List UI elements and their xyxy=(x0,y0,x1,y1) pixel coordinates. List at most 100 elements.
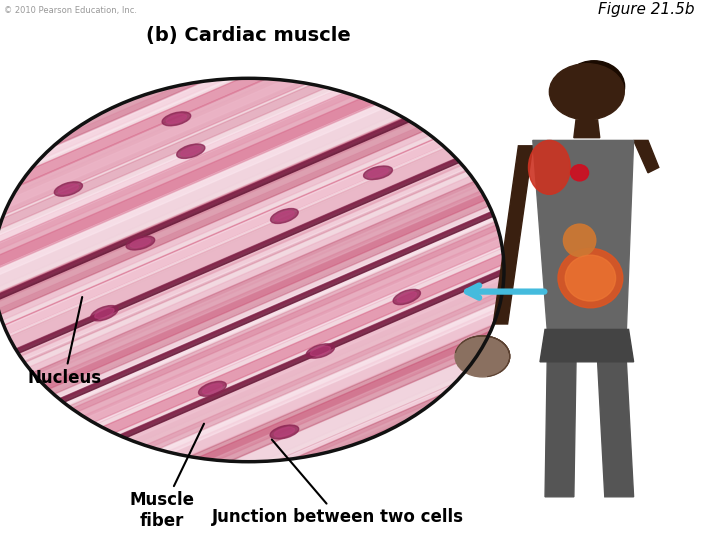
Polygon shape xyxy=(0,88,558,384)
Polygon shape xyxy=(9,247,686,540)
Polygon shape xyxy=(0,160,613,456)
Polygon shape xyxy=(0,0,444,237)
Ellipse shape xyxy=(397,292,416,302)
Polygon shape xyxy=(17,256,685,540)
Polygon shape xyxy=(0,113,576,408)
Ellipse shape xyxy=(364,166,392,180)
Polygon shape xyxy=(0,208,649,503)
Polygon shape xyxy=(21,262,694,540)
Polygon shape xyxy=(0,136,595,433)
Polygon shape xyxy=(1,236,673,534)
Polygon shape xyxy=(0,208,652,508)
Text: Muscle
fiber: Muscle fiber xyxy=(130,424,204,530)
Polygon shape xyxy=(0,233,667,526)
Polygon shape xyxy=(0,8,495,302)
Text: Nucleus: Nucleus xyxy=(27,297,102,387)
Polygon shape xyxy=(0,19,503,313)
Ellipse shape xyxy=(166,114,186,124)
Text: Junction between two cells: Junction between two cells xyxy=(212,440,464,526)
Circle shape xyxy=(455,336,510,377)
Ellipse shape xyxy=(199,381,226,396)
Ellipse shape xyxy=(274,211,294,221)
Polygon shape xyxy=(0,182,631,480)
Circle shape xyxy=(0,78,504,462)
Ellipse shape xyxy=(528,140,570,194)
Polygon shape xyxy=(0,170,620,464)
Ellipse shape xyxy=(393,289,420,305)
Ellipse shape xyxy=(181,146,201,156)
Polygon shape xyxy=(0,24,517,331)
Polygon shape xyxy=(0,110,570,399)
Polygon shape xyxy=(0,43,521,336)
Ellipse shape xyxy=(162,112,191,126)
Polygon shape xyxy=(0,0,453,248)
Polygon shape xyxy=(0,197,641,492)
Polygon shape xyxy=(0,110,571,402)
Polygon shape xyxy=(0,161,609,451)
Polygon shape xyxy=(0,100,570,399)
Polygon shape xyxy=(0,63,544,367)
Polygon shape xyxy=(0,162,611,453)
Polygon shape xyxy=(54,305,720,540)
Ellipse shape xyxy=(54,182,83,196)
Polygon shape xyxy=(0,208,647,500)
Polygon shape xyxy=(12,251,683,540)
Polygon shape xyxy=(0,64,535,355)
Text: © 2010 Pearson Education, Inc.: © 2010 Pearson Education, Inc. xyxy=(4,6,137,15)
Polygon shape xyxy=(0,154,611,454)
Ellipse shape xyxy=(306,344,335,358)
Polygon shape xyxy=(574,120,600,138)
Polygon shape xyxy=(0,0,466,265)
Polygon shape xyxy=(33,278,703,540)
Polygon shape xyxy=(0,185,631,479)
Polygon shape xyxy=(0,173,630,478)
Polygon shape xyxy=(0,0,474,276)
Polygon shape xyxy=(0,210,658,515)
Polygon shape xyxy=(0,34,516,330)
Polygon shape xyxy=(37,282,716,540)
Ellipse shape xyxy=(202,384,222,394)
Ellipse shape xyxy=(368,168,388,177)
Polygon shape xyxy=(0,0,487,293)
Polygon shape xyxy=(0,0,464,264)
Ellipse shape xyxy=(126,236,155,250)
Polygon shape xyxy=(0,224,661,519)
Polygon shape xyxy=(0,90,558,384)
Text: (b) Cardiac muscle: (b) Cardiac muscle xyxy=(146,25,351,45)
Ellipse shape xyxy=(91,306,118,321)
Polygon shape xyxy=(545,362,576,497)
Polygon shape xyxy=(533,140,634,329)
Polygon shape xyxy=(540,329,634,362)
Ellipse shape xyxy=(130,238,150,248)
Ellipse shape xyxy=(58,184,78,194)
Ellipse shape xyxy=(176,144,205,158)
Polygon shape xyxy=(0,0,460,258)
Polygon shape xyxy=(0,116,578,410)
Polygon shape xyxy=(34,279,704,540)
Ellipse shape xyxy=(563,224,596,256)
Polygon shape xyxy=(0,19,506,318)
Ellipse shape xyxy=(271,208,298,224)
Circle shape xyxy=(549,64,624,120)
Ellipse shape xyxy=(95,308,114,319)
Polygon shape xyxy=(42,290,714,540)
Polygon shape xyxy=(0,63,534,353)
Polygon shape xyxy=(0,133,603,444)
Ellipse shape xyxy=(310,346,330,356)
Polygon shape xyxy=(493,146,533,324)
Ellipse shape xyxy=(558,248,623,308)
Ellipse shape xyxy=(270,425,299,439)
Ellipse shape xyxy=(274,427,294,437)
Text: Figure 21.5b: Figure 21.5b xyxy=(598,2,695,17)
Polygon shape xyxy=(0,0,484,289)
Polygon shape xyxy=(0,128,590,426)
Polygon shape xyxy=(0,46,528,345)
Polygon shape xyxy=(0,74,548,372)
Ellipse shape xyxy=(570,165,588,181)
Polygon shape xyxy=(0,98,573,404)
Polygon shape xyxy=(634,140,659,173)
Polygon shape xyxy=(0,0,486,291)
Polygon shape xyxy=(598,362,634,497)
Polygon shape xyxy=(0,62,536,356)
Polygon shape xyxy=(0,143,599,438)
